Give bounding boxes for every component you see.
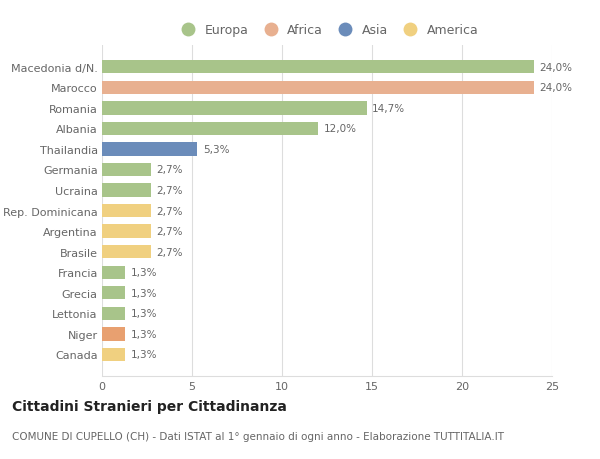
Text: 1,3%: 1,3% [131,350,157,360]
Bar [102,246,151,259]
Bar [102,163,151,177]
Text: 1,3%: 1,3% [131,309,157,319]
Text: 24,0%: 24,0% [539,83,572,93]
Text: 2,7%: 2,7% [156,165,182,175]
Text: COMUNE DI CUPELLO (CH) - Dati ISTAT al 1° gennaio di ogni anno - Elaborazione TU: COMUNE DI CUPELLO (CH) - Dati ISTAT al 1… [12,431,504,442]
Text: 1,3%: 1,3% [131,329,157,339]
Bar [102,81,534,95]
Bar [102,307,125,320]
Text: 2,7%: 2,7% [156,247,182,257]
Text: 5,3%: 5,3% [203,145,229,155]
Bar [102,225,151,238]
Text: 2,7%: 2,7% [156,185,182,196]
Text: 24,0%: 24,0% [539,62,572,73]
Bar [102,143,197,156]
Text: 2,7%: 2,7% [156,227,182,237]
Text: 12,0%: 12,0% [323,124,356,134]
Bar [102,123,318,136]
Bar [102,328,125,341]
Bar [102,102,367,115]
Bar [102,184,151,197]
Bar [102,204,151,218]
Text: 14,7%: 14,7% [372,104,405,113]
Legend: Europa, Africa, Asia, America: Europa, Africa, Asia, America [170,19,484,42]
Text: 1,3%: 1,3% [131,268,157,278]
Bar [102,61,534,74]
Bar [102,266,125,280]
Text: 2,7%: 2,7% [156,206,182,216]
Text: 1,3%: 1,3% [131,288,157,298]
Bar [102,348,125,361]
Bar [102,286,125,300]
Text: Cittadini Stranieri per Cittadinanza: Cittadini Stranieri per Cittadinanza [12,399,287,413]
